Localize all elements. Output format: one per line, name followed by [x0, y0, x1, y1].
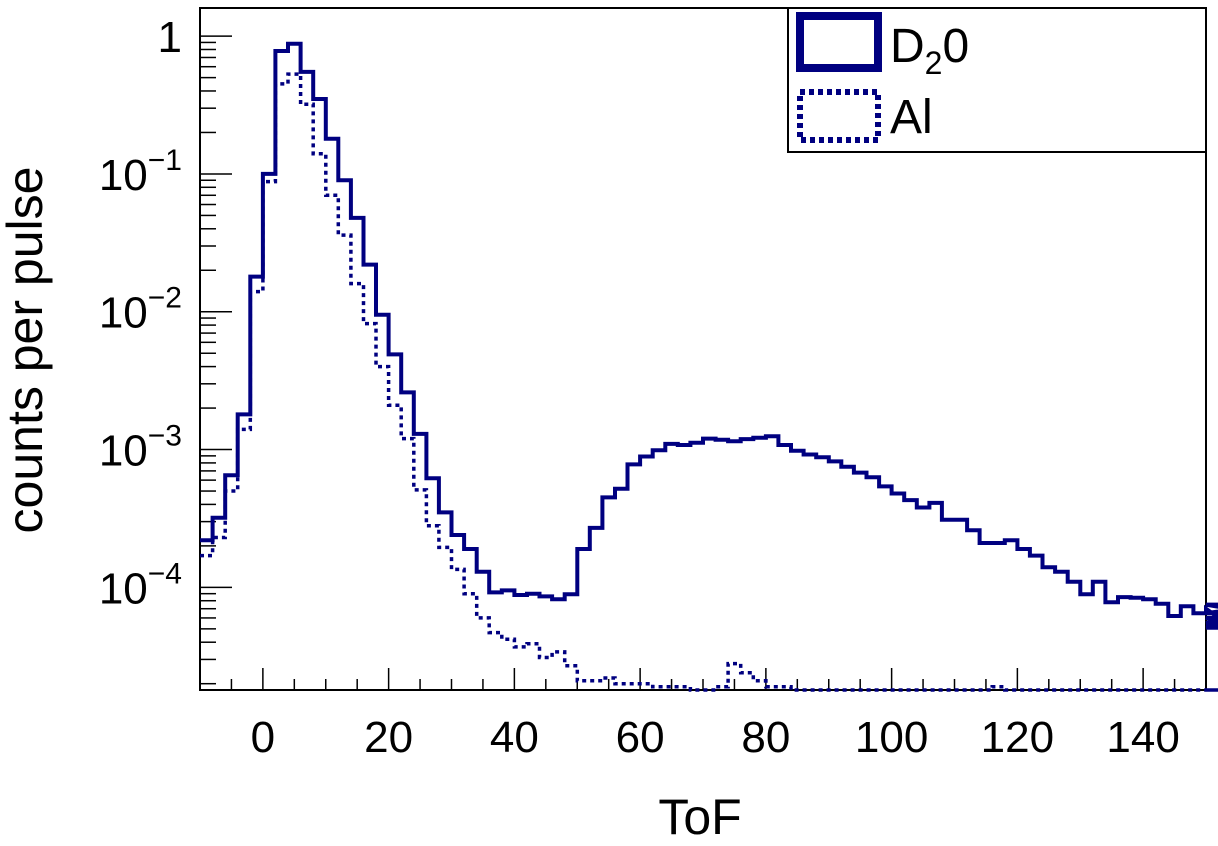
y-tick-label: 10−4: [99, 557, 182, 613]
series-al-line: [200, 72, 1218, 692]
y-tick-label: 10−2: [99, 282, 182, 338]
x-tick-label: 0: [251, 713, 275, 762]
y-axis-title: counts per pulse: [0, 167, 53, 534]
x-tick-label: 100: [855, 713, 928, 762]
x-tick-label: 120: [981, 713, 1054, 762]
y-tick-label: 1: [158, 13, 182, 62]
series-d2o-line: [200, 41, 1218, 630]
legend-box: [787, 7, 1207, 153]
legend-swatch-d2o: [796, 12, 882, 72]
legend-swatch-al: [797, 89, 881, 143]
x-tick-label: 80: [741, 713, 790, 762]
x-tick-label: 40: [490, 713, 539, 762]
x-tick-label: 60: [616, 713, 665, 762]
legend-label: Al: [890, 91, 933, 144]
y-tick-label: 10−1: [99, 144, 182, 200]
y-tick-label: 10−3: [99, 420, 182, 476]
x-tick-label: 140: [1106, 713, 1179, 762]
x-axis-title: ToF: [658, 789, 741, 845]
x-tick-label: 20: [364, 713, 413, 762]
